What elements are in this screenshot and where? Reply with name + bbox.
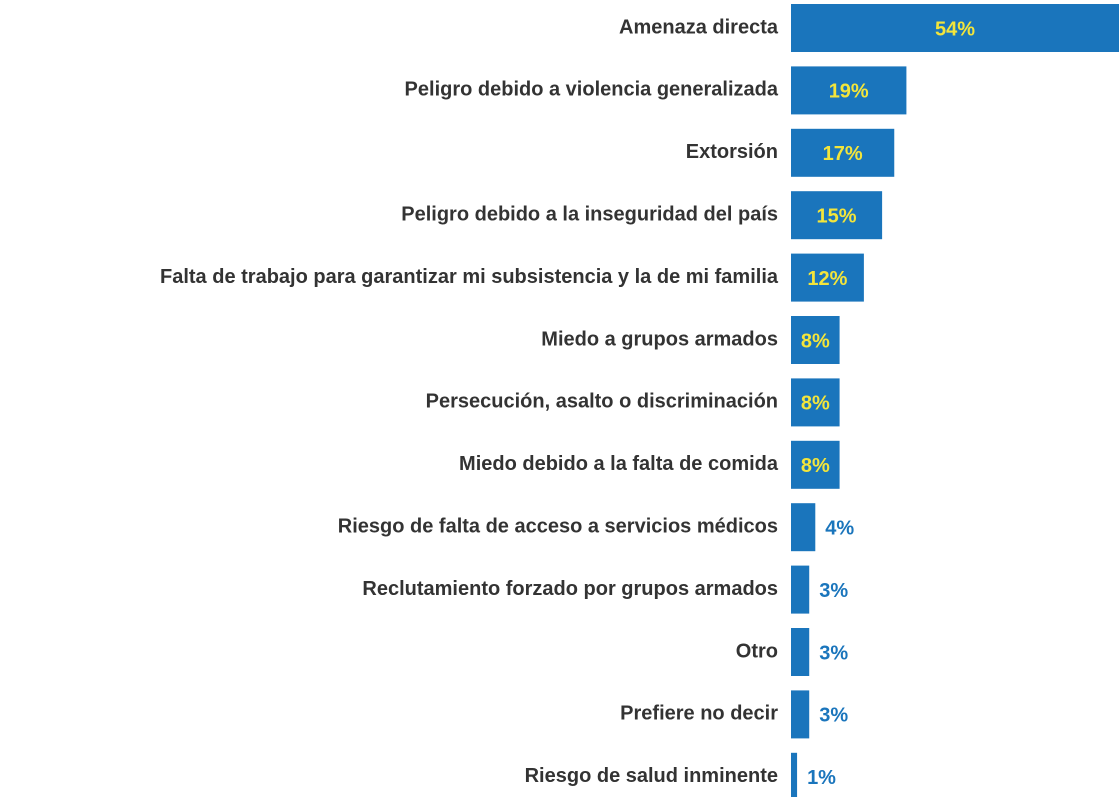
category-label: Prefiere no decir [620, 703, 778, 725]
category-label: Peligro debido a violencia generalizada [405, 79, 779, 101]
value-label: 3% [819, 642, 848, 664]
value-label: 54% [935, 18, 975, 40]
category-label: Persecución, asalto o discriminación [426, 391, 778, 413]
value-label: 8% [801, 330, 830, 352]
bar [791, 128, 895, 177]
value-label: 12% [807, 268, 847, 290]
category-label: Extorsión [686, 141, 778, 163]
bar [791, 440, 840, 489]
value-label: 4% [825, 517, 854, 539]
value-label: 1% [807, 767, 836, 789]
value-label: 8% [801, 393, 830, 415]
value-label: 15% [817, 205, 857, 227]
bar [791, 565, 810, 614]
bar [791, 628, 810, 676]
bar [791, 752, 798, 801]
value-label: 19% [829, 81, 869, 103]
bar [791, 253, 864, 302]
bar [791, 4, 1119, 52]
value-label: 17% [823, 143, 863, 165]
bar [791, 66, 907, 115]
category-label: Riesgo de salud inminente [525, 765, 778, 787]
bar [791, 316, 840, 364]
bar [791, 690, 810, 739]
bar [791, 503, 816, 552]
category-label: Peligro debido a la inseguridad del país [401, 203, 778, 225]
category-label: Riesgo de falta de acceso a servicios mé… [338, 515, 778, 537]
category-label: Reclutamiento forzado por grupos armados [362, 578, 778, 600]
category-label: Otro [736, 640, 778, 662]
category-label: Miedo a grupos armados [541, 328, 778, 350]
bar [791, 378, 840, 427]
value-label: 8% [801, 455, 830, 477]
category-label: Miedo debido a la falta de comida [459, 453, 779, 475]
value-label: 3% [819, 580, 848, 602]
bar [791, 191, 883, 240]
category-label: Amenaza directa [619, 16, 779, 38]
value-label: 3% [819, 705, 848, 727]
category-label: Falta de trabajo para garantizar mi subs… [160, 266, 779, 288]
